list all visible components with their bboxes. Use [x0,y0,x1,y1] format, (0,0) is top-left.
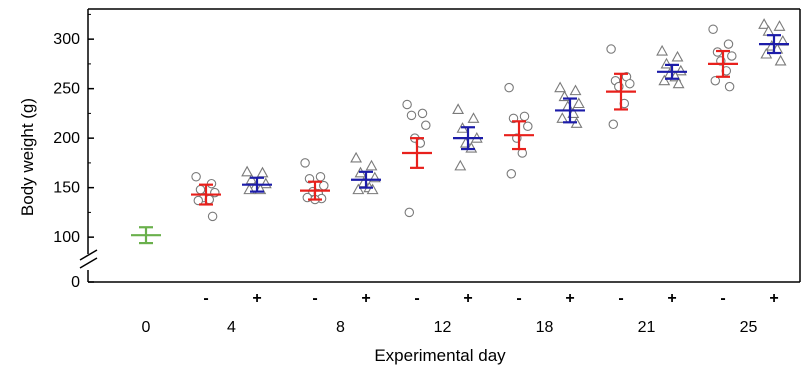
x-tick-label-day: 8 [336,319,345,336]
data-point-triangle [556,112,569,123]
data-point-circle [207,211,218,222]
data-point-triangle [350,151,363,163]
data-point-circle [300,158,310,168]
y-tick-label: 200 [53,130,80,147]
data-point-triangle [365,159,378,171]
treatment-label: + [252,290,261,307]
data-point-circle [504,82,514,93]
treatment-label: - [618,290,623,307]
chart-axes [79,8,801,283]
axis-break-mark [79,249,98,261]
data-point-triangle [452,103,465,114]
data-point-triangle [672,77,685,89]
data-point-triangle [352,183,365,195]
axis-break-mark [79,257,98,269]
data-point-triangle [658,74,671,86]
x-tick-label-day: 25 [740,319,758,336]
treatment-label: - [516,290,521,307]
treatment-label: + [463,290,472,307]
data-point-circle [608,119,619,130]
data-point-triangle [674,64,687,76]
y-tick-label: 300 [53,31,80,48]
data-point-triangle [671,50,684,62]
data-point-triangle [758,18,771,29]
data-point-circle [417,108,428,119]
treatment-label: - [414,290,419,307]
y-tick-label: 0 [71,274,80,291]
treatment-label: + [769,290,778,307]
treatment-label: - [312,290,317,307]
data-point-circle [506,169,517,179]
data-point-circle [606,44,616,54]
data-point-triangle [774,54,787,66]
data-point-circle [193,195,204,206]
data-point-circle [727,51,737,61]
data-point-triangle [660,57,673,69]
data-point-circle [421,120,431,131]
treatment-label: + [565,290,574,307]
y-axis-title: Body weight (g) [18,98,37,216]
data-point-triangle [569,84,582,96]
data-point-triangle [572,97,585,109]
data-point-triangle [656,44,669,56]
data-point-circle [625,78,635,89]
x-tick-label-day: 18 [536,319,554,336]
data-point-circle [404,207,415,218]
data-point-triangle [554,81,567,93]
data-point-triangle [773,20,786,31]
treatment-label: + [361,290,370,307]
data-point-circle [710,75,721,86]
data-point-circle [315,172,326,182]
x-tick-label-day: 0 [142,319,151,336]
data-point-circle [402,99,412,110]
data-point-triangle [454,159,467,171]
y-tick-label: 100 [53,229,80,246]
treatment-label: - [720,290,725,307]
data-point-triangle [256,166,269,178]
data-point-circle [723,39,734,49]
data-point-circle [708,24,718,34]
data-point-triangle [259,177,272,189]
data-point-circle [523,121,533,132]
data-point-triangle [561,100,574,112]
treatment-label: - [203,290,208,307]
treatment-label: + [667,290,676,307]
y-tick-label: 150 [53,180,80,197]
x-tick-label-day: 4 [227,319,236,336]
data-point-circle [406,110,417,121]
data-point-circle [519,111,530,122]
data-point-circle [724,81,735,92]
chart-marks [131,18,789,245]
x-axis-title: Experimental day [374,346,506,365]
data-point-triangle [241,165,254,177]
data-point-circle [191,172,201,182]
data-point-triangle [366,183,379,195]
data-point-triangle [467,112,480,123]
data-point-circle [195,184,206,195]
y-tick-label: 250 [53,81,80,98]
x-tick-label-day: 21 [638,319,656,336]
x-tick-label-day: 12 [434,319,452,336]
